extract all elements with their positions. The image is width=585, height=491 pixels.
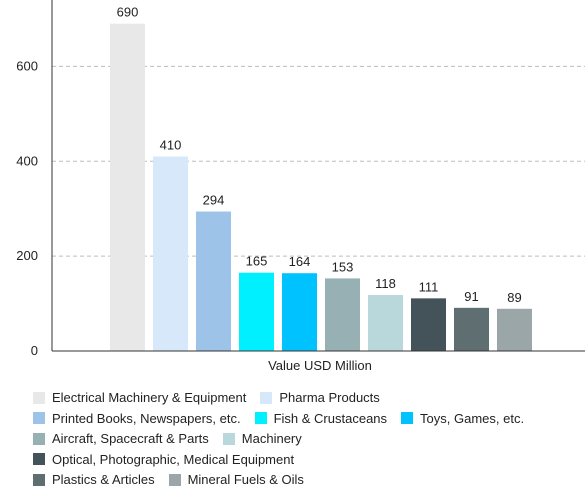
bar [325, 278, 360, 351]
y-tick-label: 600 [16, 58, 38, 73]
bar [282, 273, 317, 351]
legend-item[interactable]: Optical, Photographic, Medical Equipment [33, 450, 294, 469]
chart-area: 0 200 400 600 690 410 294 165 164 153 118 111 91 89 … [16, 0, 585, 373]
legend-item[interactable]: Pharma Products [260, 388, 380, 407]
legend-label: Machinery [241, 431, 302, 446]
legend-label: Printed Books, Newspapers, etc. [52, 410, 241, 426]
legend-label: Fish & Crustaceans [273, 410, 388, 426]
legend: Electrical Machinery & Equipment Pharma P… [33, 388, 578, 491]
bar [239, 272, 274, 351]
legend-item[interactable]: Printed Books, Newspapers, etc. [33, 409, 241, 428]
data-label: 164 [289, 254, 311, 269]
legend-swatch [33, 412, 45, 424]
legend-swatch [260, 391, 273, 404]
bar [497, 308, 532, 351]
y-axis-ticks: 0 200 400 600 [16, 58, 38, 358]
legend-row: Printed Books, Newspapers, etc. Fish & Cr… [33, 409, 578, 430]
data-label: 690 [117, 5, 139, 20]
legend-item[interactable]: Aircraft, Spacecraft & Parts [33, 429, 209, 448]
data-label: 89 [507, 290, 521, 305]
data-label: 165 [246, 254, 268, 269]
gridlines [52, 65, 585, 257]
legend-item[interactable]: Electrical Machinery & Equipment [33, 388, 246, 407]
bar [368, 295, 403, 351]
bars [110, 23, 532, 351]
legend-swatch [33, 432, 45, 445]
data-label: 294 [203, 193, 225, 208]
bar [411, 298, 446, 351]
data-labels: 690 410 294 165 164 153 118 111 91 89 [117, 5, 522, 305]
legend-swatch [254, 412, 267, 424]
legend-label: Aircraft, Spacecraft & Parts [52, 431, 209, 446]
data-label: 118 [375, 276, 396, 291]
bar [153, 156, 188, 351]
bar [110, 23, 145, 351]
data-label: 91 [464, 289, 478, 304]
legend-item[interactable]: Toys, Games, etc. [401, 409, 524, 428]
legend-label: Pharma Products [279, 390, 380, 405]
legend-label: Optical, Photographic, Medical Equipment [52, 451, 295, 467]
legend-swatch [33, 391, 45, 404]
y-tick-label: 0 [31, 343, 38, 358]
data-label: 153 [332, 259, 354, 274]
x-axis-label: Value USD Million [268, 358, 372, 373]
legend-item[interactable]: Machinery [222, 429, 302, 448]
bar [454, 307, 489, 351]
data-label: 410 [160, 138, 182, 153]
legend-swatch [33, 453, 45, 465]
bar [196, 211, 231, 351]
legend-label: Electrical Machinery & Equipment [52, 390, 247, 405]
legend-item[interactable]: Fish & Crustaceans [254, 409, 388, 428]
legend-row: Plastics & Articles Mineral Fuels & Oils [33, 470, 578, 491]
data-label: 111 [419, 279, 439, 294]
legend-row: Electrical Machinery & Equipment Pharma P… [33, 388, 578, 409]
y-tick-label: 200 [16, 248, 38, 263]
y-tick-label: 400 [16, 153, 38, 168]
legend-row: Aircraft, Spacecraft & Parts Machinery Opt… [33, 429, 578, 470]
legend-label: Toys, Games, etc. [420, 410, 525, 426]
legend-swatch [222, 432, 235, 445]
legend-swatch [401, 412, 414, 424]
